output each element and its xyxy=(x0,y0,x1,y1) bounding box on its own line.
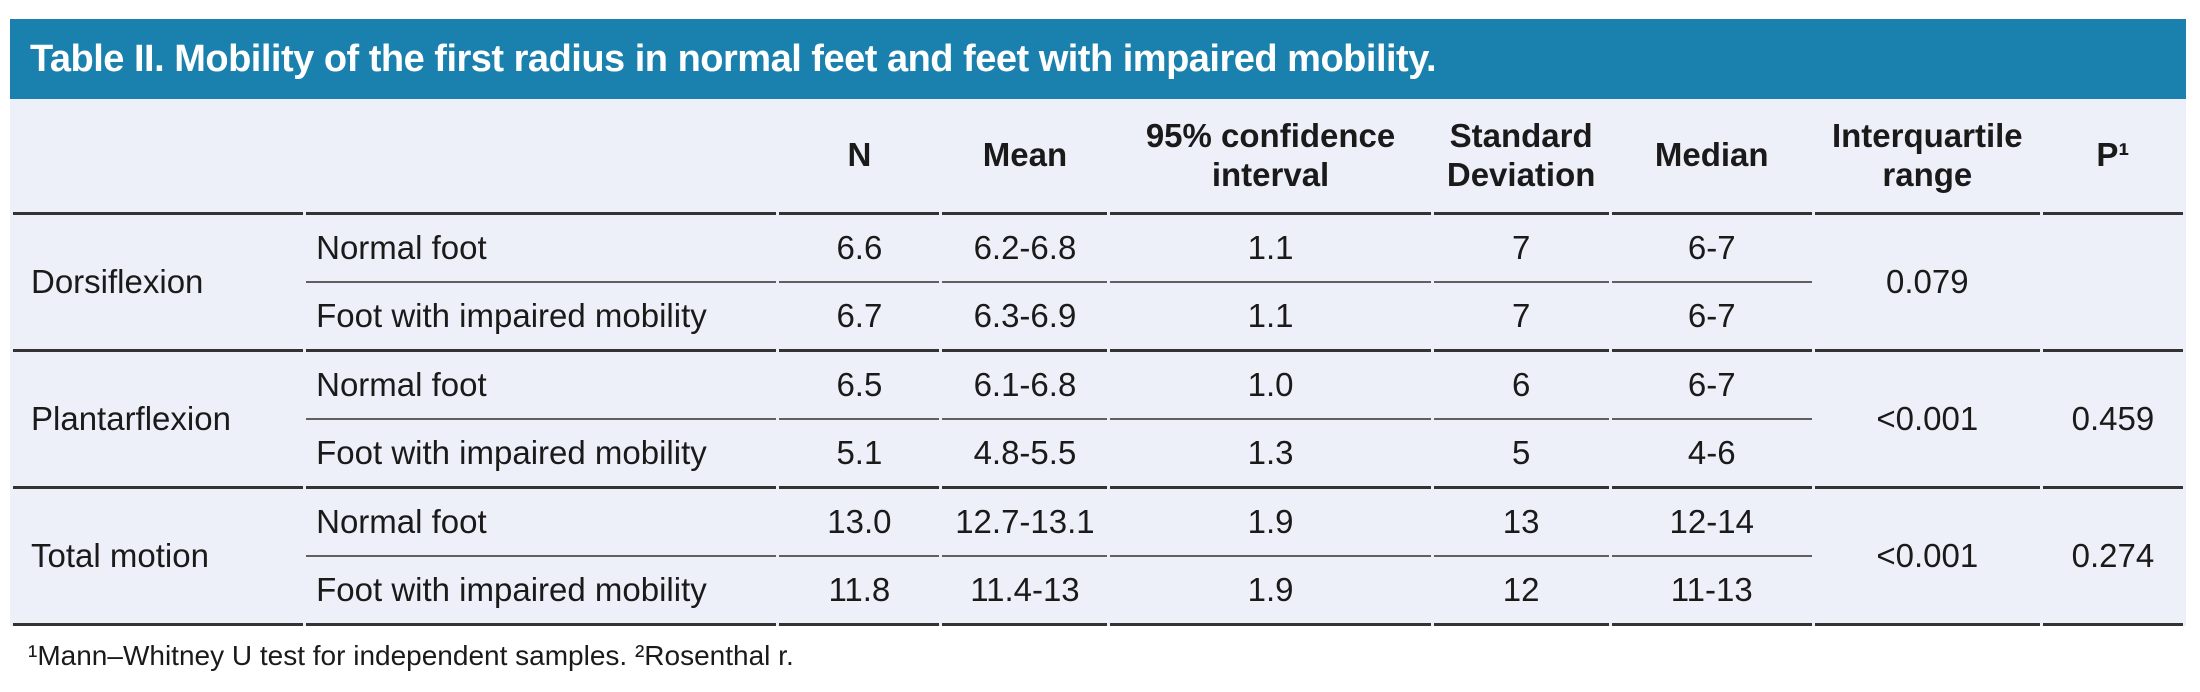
header-p: P¹ xyxy=(2042,99,2183,215)
n-cell: 13.0 xyxy=(779,489,940,557)
condition-cell: Normal foot xyxy=(306,215,777,283)
p-cell: 0.274 xyxy=(2042,489,2183,626)
median-cell: 6-7 xyxy=(1611,215,1812,283)
table-row: Foot with impaired mobility 11.8 11.4-13… xyxy=(13,557,2183,626)
header-mean: Mean xyxy=(942,99,1108,215)
sd-cell: 5 xyxy=(1433,420,1609,489)
condition-cell: Foot with impaired mobility xyxy=(306,557,777,626)
mobility-table: N Mean 95% confidence interval Standard … xyxy=(10,99,2186,626)
mean-cell: 11.4-13 xyxy=(942,557,1108,626)
n-cell: 6.5 xyxy=(779,352,940,420)
ci-cell: 1.3 xyxy=(1110,420,1431,489)
sd-cell: 7 xyxy=(1433,215,1609,283)
group-label-plantarflexion: Plantarflexion xyxy=(13,352,304,489)
table-row: Foot with impaired mobility 6.7 6.3-6.9 … xyxy=(13,283,2183,352)
median-cell: 6-7 xyxy=(1611,283,1812,352)
iqr-cell: 0.079 xyxy=(1814,215,2040,352)
table-row: Total motion Normal foot 13.0 12.7-13.1 … xyxy=(13,489,2183,626)
n-cell: 6.7 xyxy=(779,283,940,352)
table-row: Foot with impaired mobility 5.1 4.8-5.5 … xyxy=(13,420,2183,489)
condition-cell: Normal foot xyxy=(306,489,777,557)
header-ci: 95% confidence interval xyxy=(1110,99,1431,215)
mean-cell: 6.2-6.8 xyxy=(942,215,1108,283)
header-sd: Standard Deviation xyxy=(1433,99,1609,215)
p-cell: 0.459 xyxy=(2042,352,2183,489)
iqr-cell: <0.001 xyxy=(1814,352,2040,489)
table-footnote: ¹Mann–Whitney U test for independent sam… xyxy=(10,626,2186,672)
header-empty-condition xyxy=(306,99,777,215)
header-median: Median xyxy=(1611,99,1812,215)
n-cell: 11.8 xyxy=(779,557,940,626)
condition-cell: Normal foot xyxy=(306,352,777,420)
median-cell: 4-6 xyxy=(1611,420,1812,489)
ci-cell: 1.9 xyxy=(1110,489,1431,557)
mean-cell: 12.7-13.1 xyxy=(942,489,1108,557)
median-cell: 12-14 xyxy=(1611,489,1812,557)
table-row: Plantarflexion Normal foot 6.5 6.1-6.8 1… xyxy=(13,352,2183,489)
table-row: Dorsiflexion Normal foot 6.6 6.2-6.8 1.1… xyxy=(13,215,2183,352)
mean-cell: 4.8-5.5 xyxy=(942,420,1108,489)
mean-cell: 6.3-6.9 xyxy=(942,283,1108,352)
ci-cell: 1.9 xyxy=(1110,557,1431,626)
sd-cell: 13 xyxy=(1433,489,1609,557)
condition-cell: Foot with impaired mobility xyxy=(306,420,777,489)
sd-cell: 6 xyxy=(1433,352,1609,420)
median-cell: 11-13 xyxy=(1611,557,1812,626)
table-container: Table II. Mobility of the first radius i… xyxy=(10,19,2186,672)
group-label-total-motion: Total motion xyxy=(13,489,304,626)
ci-cell: 1.0 xyxy=(1110,352,1431,420)
p-cell xyxy=(2042,215,2183,352)
n-cell: 6.6 xyxy=(779,215,940,283)
group-label-dorsiflexion: Dorsiflexion xyxy=(13,215,304,352)
header-n: N xyxy=(779,99,940,215)
condition-cell: Foot with impaired mobility xyxy=(306,283,777,352)
n-cell: 5.1 xyxy=(779,420,940,489)
header-row: N Mean 95% confidence interval Standard … xyxy=(13,99,2183,215)
table-title: Table II. Mobility of the first radius i… xyxy=(30,37,1437,80)
iqr-cell: <0.001 xyxy=(1814,489,2040,626)
median-cell: 6-7 xyxy=(1611,352,1812,420)
sd-cell: 12 xyxy=(1433,557,1609,626)
header-empty-group xyxy=(13,99,304,215)
ci-cell: 1.1 xyxy=(1110,215,1431,283)
ci-cell: 1.1 xyxy=(1110,283,1431,352)
table-title-bar: Table II. Mobility of the first radius i… xyxy=(10,19,2186,99)
mean-cell: 6.1-6.8 xyxy=(942,352,1108,420)
sd-cell: 7 xyxy=(1433,283,1609,352)
header-iqr: Interquartile range xyxy=(1814,99,2040,215)
